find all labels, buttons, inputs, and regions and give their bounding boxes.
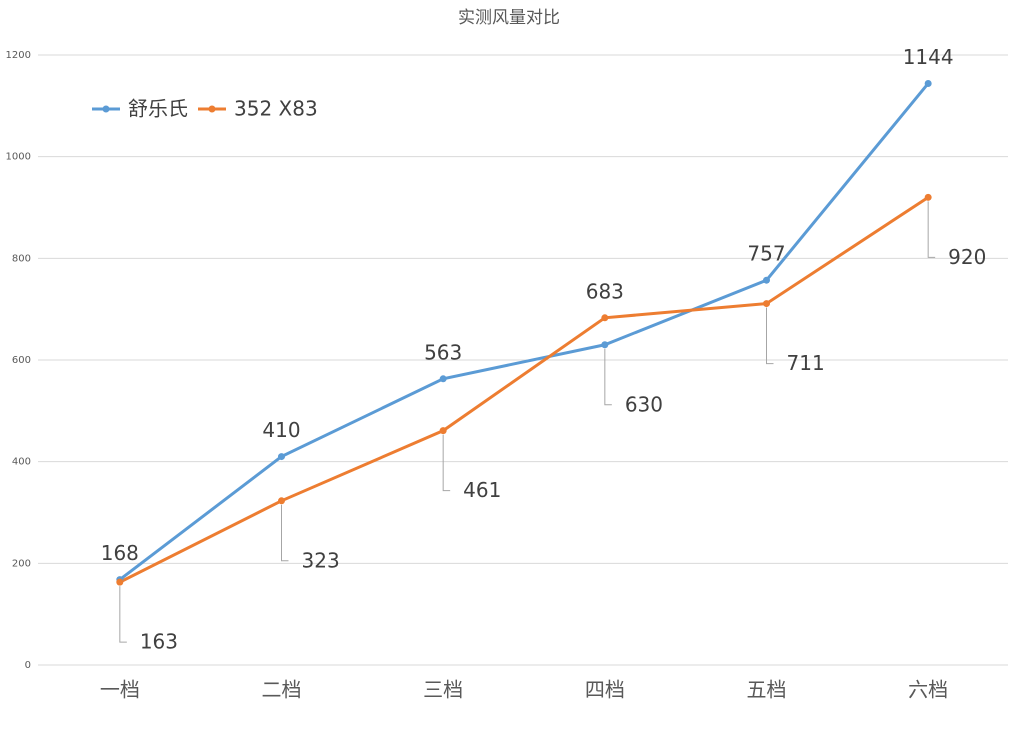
leader-line <box>927 201 936 258</box>
point <box>763 300 770 308</box>
x-tick-label: 四档 <box>585 678 625 702</box>
x-tick-label: 五档 <box>747 678 787 702</box>
y-tick-label: 600 <box>12 355 31 366</box>
x-tick-label: 一档 <box>100 678 140 702</box>
data-label: 920 <box>948 245 986 269</box>
leader-line <box>281 504 289 562</box>
legend-label: 352 X83 <box>234 97 318 121</box>
y-tick-label: 200 <box>12 558 31 569</box>
leader-line <box>766 307 774 365</box>
data-label: 1144 <box>903 45 954 69</box>
y-tick-label: 800 <box>12 253 31 264</box>
data-label: 323 <box>302 548 340 572</box>
data-label: 461 <box>463 478 501 502</box>
point <box>278 453 285 461</box>
point <box>924 193 932 201</box>
point <box>924 79 932 87</box>
data-label: 711 <box>787 351 825 375</box>
point <box>601 341 609 349</box>
x-tick-label: 六档 <box>908 678 948 702</box>
data-label: 757 <box>747 242 785 266</box>
data-label: 168 <box>101 541 139 565</box>
x-tick-label: 三档 <box>423 678 463 702</box>
leader-line <box>442 434 451 492</box>
point <box>278 497 285 505</box>
data-label: 410 <box>262 418 300 442</box>
data-label: 163 <box>140 630 178 654</box>
legend-marker <box>102 105 110 113</box>
point <box>116 578 124 586</box>
series-line <box>119 196 929 584</box>
y-tick-label: 400 <box>12 457 31 468</box>
series-line <box>118 82 930 581</box>
data-label: 630 <box>625 392 663 416</box>
leader-line <box>119 586 127 643</box>
point <box>439 427 447 435</box>
leader-line <box>604 348 612 406</box>
y-tick-label: 0 <box>25 660 31 671</box>
y-tick-label: 1200 <box>6 50 31 61</box>
legend-label: 舒乐氏 <box>128 97 188 121</box>
x-tick-label: 二档 <box>262 678 302 702</box>
y-tick-label: 1000 <box>6 152 31 163</box>
data-label: 563 <box>424 340 462 364</box>
data-label: 683 <box>586 279 624 303</box>
point <box>439 375 447 383</box>
chart-title: 实测风量对比 <box>458 8 560 28</box>
point <box>763 276 770 284</box>
legend-marker <box>208 105 216 113</box>
point <box>601 314 609 322</box>
